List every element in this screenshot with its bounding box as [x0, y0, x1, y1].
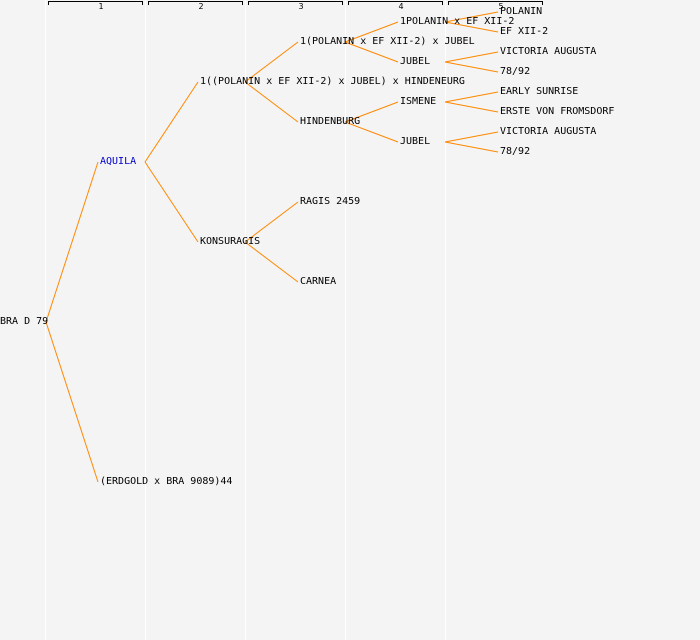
dam-erdgold-cross[interactable]: (ERDGOLD x BRA 9089)44	[100, 476, 233, 487]
generation-bracket	[448, 1, 543, 5]
generation-bracket	[48, 1, 143, 5]
ancestor-konsuragis[interactable]: KONSURAGIS	[200, 236, 261, 247]
ancestor-polanin-jubel-cross[interactable]: 1(POLANIN x EF XII-2) x JUBEL	[300, 36, 475, 47]
connector-line	[45, 321, 99, 483]
generation-4-label: 4	[398, 2, 404, 11]
connector-line	[244, 41, 299, 83]
column-divider	[445, 0, 446, 640]
generation-bracket	[148, 1, 243, 5]
connector-line	[244, 241, 299, 283]
sire-aquila[interactable]: AQUILA	[100, 156, 137, 167]
ancestor-ragis[interactable]: RAGIS 2459	[300, 196, 361, 207]
connector-line	[344, 101, 399, 123]
connector-line	[344, 121, 399, 143]
connector-line	[144, 161, 199, 243]
connector-line	[344, 41, 399, 63]
connector-line	[244, 81, 299, 123]
ancestor-victoria-augusta[interactable]: VICTORIA AUGUSTA	[500, 126, 597, 137]
connector-line	[444, 21, 499, 33]
ancestor-victoria-augusta[interactable]: VICTORIA AUGUSTA	[500, 46, 597, 57]
connector-line	[444, 141, 499, 153]
ancestor-78-92[interactable]: 78/92	[500, 146, 531, 157]
generation-bracket	[348, 1, 443, 5]
generation-bracket	[248, 1, 343, 5]
connector-line	[344, 21, 399, 43]
ancestor-polanin-ef-cross[interactable]: 1POLANIN x EF XII-2	[400, 16, 515, 27]
connector-line	[444, 11, 499, 23]
ancestor-jubel[interactable]: JUBEL	[400, 56, 431, 67]
ancestor-78-92[interactable]: 78/92	[500, 66, 531, 77]
ancestor-erste-von-fromsdorf[interactable]: ERSTE VON FROMSDORF	[500, 106, 615, 117]
connector-line	[45, 161, 99, 323]
generation-1-label: 1	[98, 2, 104, 11]
connector-line	[444, 131, 499, 143]
connector-line	[144, 81, 199, 163]
ancestor-carnea[interactable]: CARNEA	[300, 276, 337, 287]
ancestor-ef-xii-2[interactable]: EF XII-2	[500, 26, 549, 37]
pedigree-root[interactable]: BRA D 79	[0, 316, 49, 327]
ancestor-hindenburg[interactable]: HINDENBURG	[300, 116, 361, 127]
ancestor-jubel[interactable]: JUBEL	[400, 136, 431, 147]
column-divider	[145, 0, 146, 640]
connector-line	[244, 201, 299, 243]
ancestor-polanin[interactable]: POLANIN	[500, 6, 543, 17]
generation-5-label: 5	[498, 2, 504, 11]
column-divider	[245, 0, 246, 640]
generation-3-label: 3	[298, 2, 304, 11]
column-divider	[345, 0, 346, 640]
connector-line	[444, 61, 499, 73]
ancestor-ismene[interactable]: ISMENE	[400, 96, 437, 107]
ancestor-early-sunrise[interactable]: EARLY SUNRISE	[500, 86, 579, 97]
connector-line	[444, 101, 499, 113]
ancestor-polanin-hindenburg-cross[interactable]: 1((POLANIN x EF XII-2) x JUBEL) x HINDEN…	[200, 76, 465, 87]
column-divider	[45, 0, 46, 640]
connector-line	[444, 91, 499, 103]
connector-line	[444, 51, 499, 63]
generation-2-label: 2	[198, 2, 204, 11]
